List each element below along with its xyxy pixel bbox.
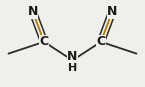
Text: C: C bbox=[96, 35, 106, 48]
Text: C: C bbox=[39, 35, 49, 48]
Text: N: N bbox=[28, 5, 38, 18]
Text: N: N bbox=[107, 5, 117, 18]
Text: N: N bbox=[67, 50, 78, 64]
Text: H: H bbox=[68, 63, 77, 73]
